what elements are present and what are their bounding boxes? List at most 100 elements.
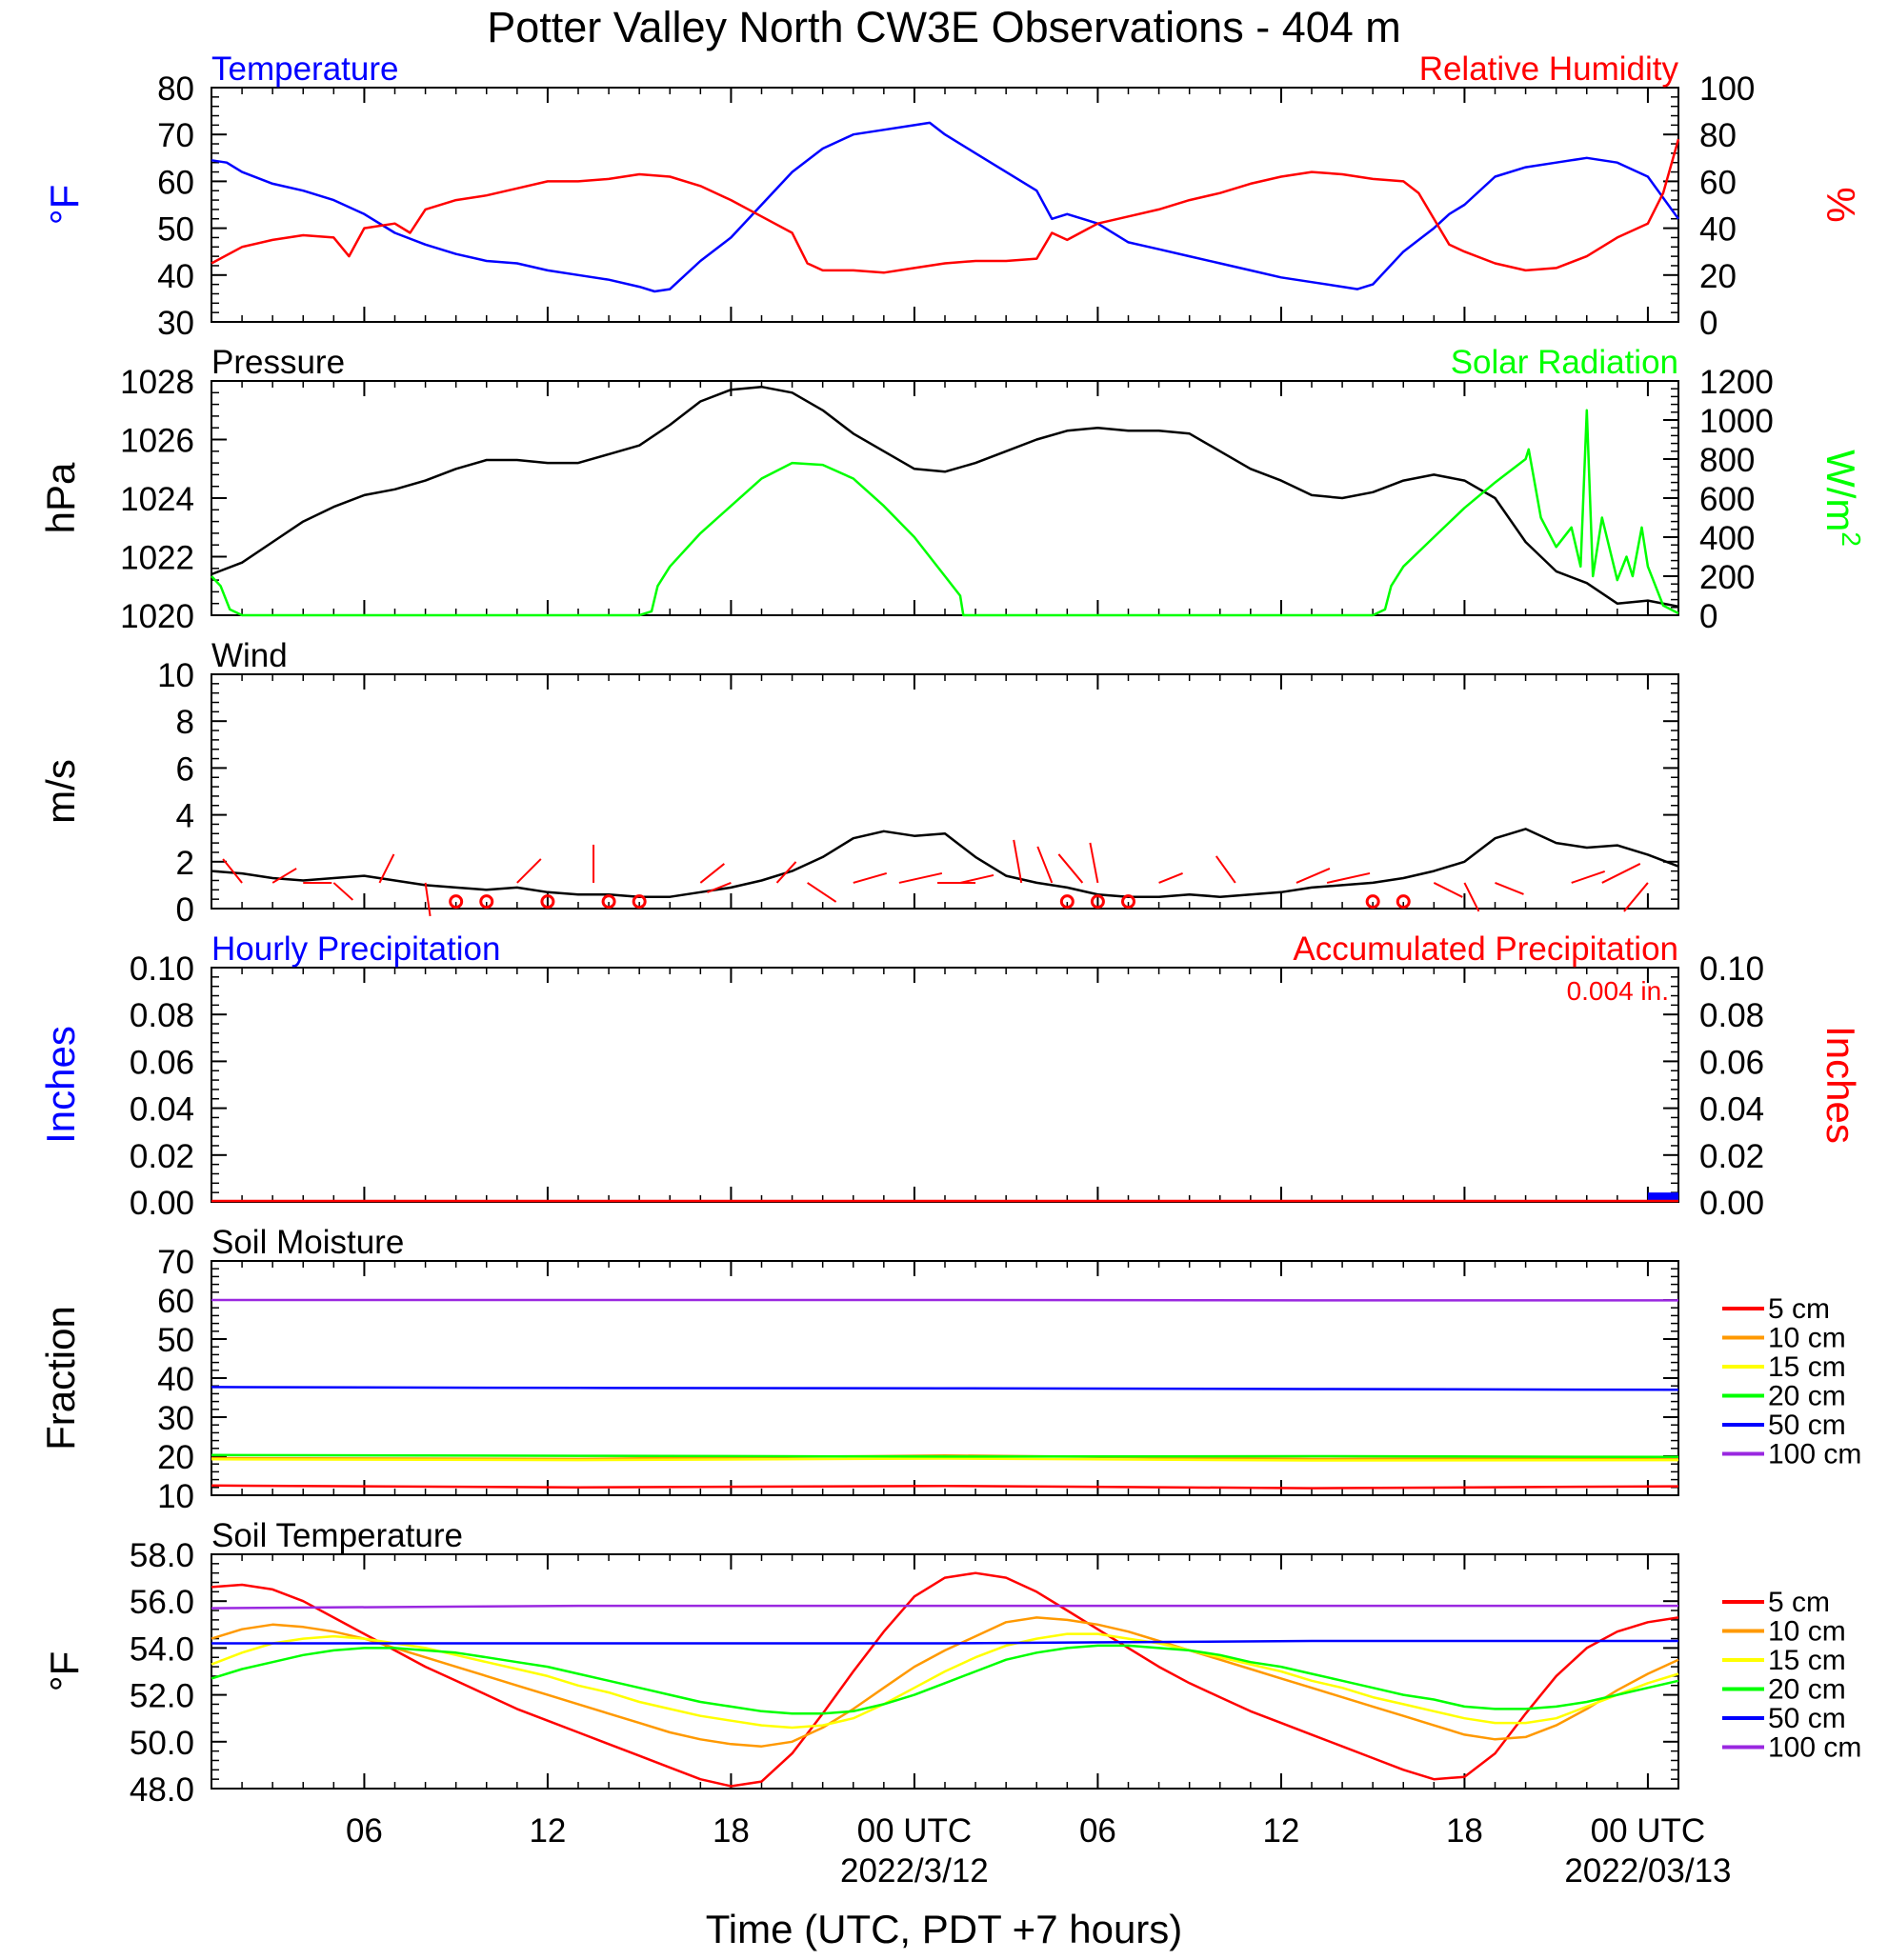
wind-barb: [1433, 882, 1463, 898]
y-tick-label-left: 10: [157, 1478, 194, 1515]
y-tick-label-left: 2: [176, 845, 194, 882]
y-tick-label-left: 54.0: [130, 1630, 194, 1668]
soil-temperature-series-line: [211, 1616, 1679, 1748]
legend-label: 5 cm: [1768, 1293, 1830, 1325]
pressure-solar-series-line: [211, 409, 1679, 617]
y-tick-label-left: 0.08: [130, 997, 194, 1034]
wind-barb: [699, 863, 725, 884]
hourly-precip-bar: [1647, 1192, 1678, 1202]
y-tick-label-left: 70: [157, 1244, 194, 1281]
y-tick-label-right: 0.10: [1699, 950, 1764, 988]
wind-panel: 0 2 4 6 8 10 Wind m/s: [38, 637, 1679, 929]
y-tick-label-right: 800: [1699, 442, 1755, 479]
pressure-solar-frame: [211, 380, 1679, 616]
y-tick-label-left: 6: [176, 750, 194, 788]
y-tick-label-left: 10: [157, 657, 194, 694]
y-tick-label-left: 52.0: [130, 1678, 194, 1715]
wind-barb: [1215, 855, 1236, 884]
y-tick-label-left: 30: [157, 305, 194, 342]
x-tick-label: 00 UTC: [857, 1812, 973, 1850]
legend-label: 15 cm: [1768, 1645, 1846, 1676]
precip-frame: [211, 967, 1679, 1203]
panel-title-right: Accumulated Precipitation: [1293, 930, 1678, 968]
panel-title-left: Soil Moisture: [211, 1224, 404, 1261]
soil-moisture-series-line: [211, 1457, 1679, 1462]
wind-barb: [1326, 871, 1371, 884]
legend-label: 100 cm: [1768, 1439, 1861, 1470]
soil-temperature-series-line: [211, 1644, 1679, 1715]
y-tick-label-right: 1000: [1699, 403, 1774, 440]
y-axis-label-right-sup: 2: [1837, 531, 1866, 547]
y-tick-label-left: 0.00: [130, 1185, 194, 1222]
wind-series-line: [211, 828, 1679, 898]
legend-label: 20 cm: [1768, 1674, 1846, 1706]
y-tick-label-left: 80: [157, 70, 194, 108]
wind-barb: [959, 873, 994, 884]
wind-barb: [1463, 882, 1480, 912]
y-tick-label-left: 0.02: [130, 1138, 194, 1175]
y-tick-label-right: 200: [1699, 559, 1755, 596]
soil-temperature-series-line: [211, 1604, 1678, 1610]
y-tick-label-right: 0: [1699, 598, 1717, 635]
y-tick-label-right: 600: [1699, 481, 1755, 518]
accumulated-precip-total: 0.004 in.: [1567, 976, 1669, 1006]
legend-label: 50 cm: [1768, 1703, 1846, 1734]
legend-label: 10 cm: [1768, 1323, 1846, 1354]
y-tick-label-right: 400: [1699, 520, 1755, 557]
legend-label: 100 cm: [1768, 1732, 1861, 1764]
y-axis-label-left: hPa: [38, 462, 83, 533]
y-tick-label-left: 56.0: [130, 1584, 194, 1621]
y-tick-label-left: 40: [157, 1361, 194, 1398]
y-axis-label-left: Fraction: [38, 1306, 83, 1450]
y-axis-label-right: Inches: [1818, 1026, 1863, 1144]
legend-label: 10 cm: [1768, 1616, 1846, 1648]
wind-barb: [271, 868, 297, 884]
wind-barb: [1089, 842, 1099, 884]
x-tick-label: 12: [529, 1812, 566, 1850]
soil-temperature-series-line: [211, 1632, 1679, 1730]
legend-label: 15 cm: [1768, 1351, 1846, 1383]
y-tick-label-right: 0.00: [1699, 1185, 1764, 1222]
wind-barb: [378, 853, 395, 884]
temp-rh-panel: 30 40 50 60 70 80 0 20 40 60 80 100 Temperature Relat…: [42, 50, 1863, 342]
panel-title-left: Soil Temperature: [211, 1517, 463, 1554]
soil-temperature-panel: 48.0 50.0 52.0 54.0 56.0 58.0 Soil Temperature…: [42, 1517, 1861, 1809]
y-tick-label-left: 1028: [120, 364, 194, 401]
wind-barb: [332, 882, 354, 901]
y-tick-label-right: 0.06: [1699, 1044, 1764, 1081]
calm-wind-marker: [632, 894, 647, 910]
temp-rh-frame: [211, 87, 1679, 323]
y-tick-label-right: 60: [1699, 164, 1737, 201]
x-date-label: 2022/03/13: [1564, 1852, 1731, 1890]
wind-barb: [1013, 839, 1023, 884]
y-tick-label-left: 50: [157, 211, 194, 249]
legend-label: 5 cm: [1768, 1587, 1830, 1618]
y-tick-label-right: 40: [1699, 211, 1737, 249]
y-tick-label-left: 0.06: [130, 1044, 194, 1081]
temp-rh-series-line: [211, 138, 1680, 274]
panel-title-left: Hourly Precipitation: [211, 930, 500, 968]
x-tick-label: 00 UTC: [1591, 1812, 1706, 1850]
x-axis-label: Time (UTC, PDT +7 hours): [706, 1907, 1183, 1951]
calm-wind-marker: [449, 894, 464, 910]
y-tick-label-left: 40: [157, 258, 194, 295]
y-axis-label-right-text: Inches: [1818, 1026, 1863, 1144]
wind-barb: [516, 858, 542, 884]
wind-barb: [1571, 870, 1606, 884]
wind-barb: [1623, 882, 1649, 912]
legend-label: 20 cm: [1768, 1381, 1846, 1412]
y-tick-label-right: 80: [1699, 117, 1737, 154]
y-tick-label-left: 1026: [120, 423, 194, 460]
y-tick-label-left: 58.0: [130, 1537, 194, 1574]
y-tick-label-left: 1020: [120, 598, 194, 635]
wind-barb: [1601, 863, 1641, 884]
wind-barb: [222, 858, 243, 884]
y-tick-label-right: 0: [1699, 305, 1717, 342]
y-axis-label-left: m/s: [38, 759, 83, 824]
calm-wind-marker: [540, 894, 555, 910]
wind-barb: [707, 882, 732, 893]
panel-title-left: Wind: [211, 637, 288, 674]
calm-wind-marker: [1396, 894, 1411, 910]
x-tick-label: 06: [1079, 1812, 1116, 1850]
y-axis-label-left: °F: [42, 1651, 87, 1691]
